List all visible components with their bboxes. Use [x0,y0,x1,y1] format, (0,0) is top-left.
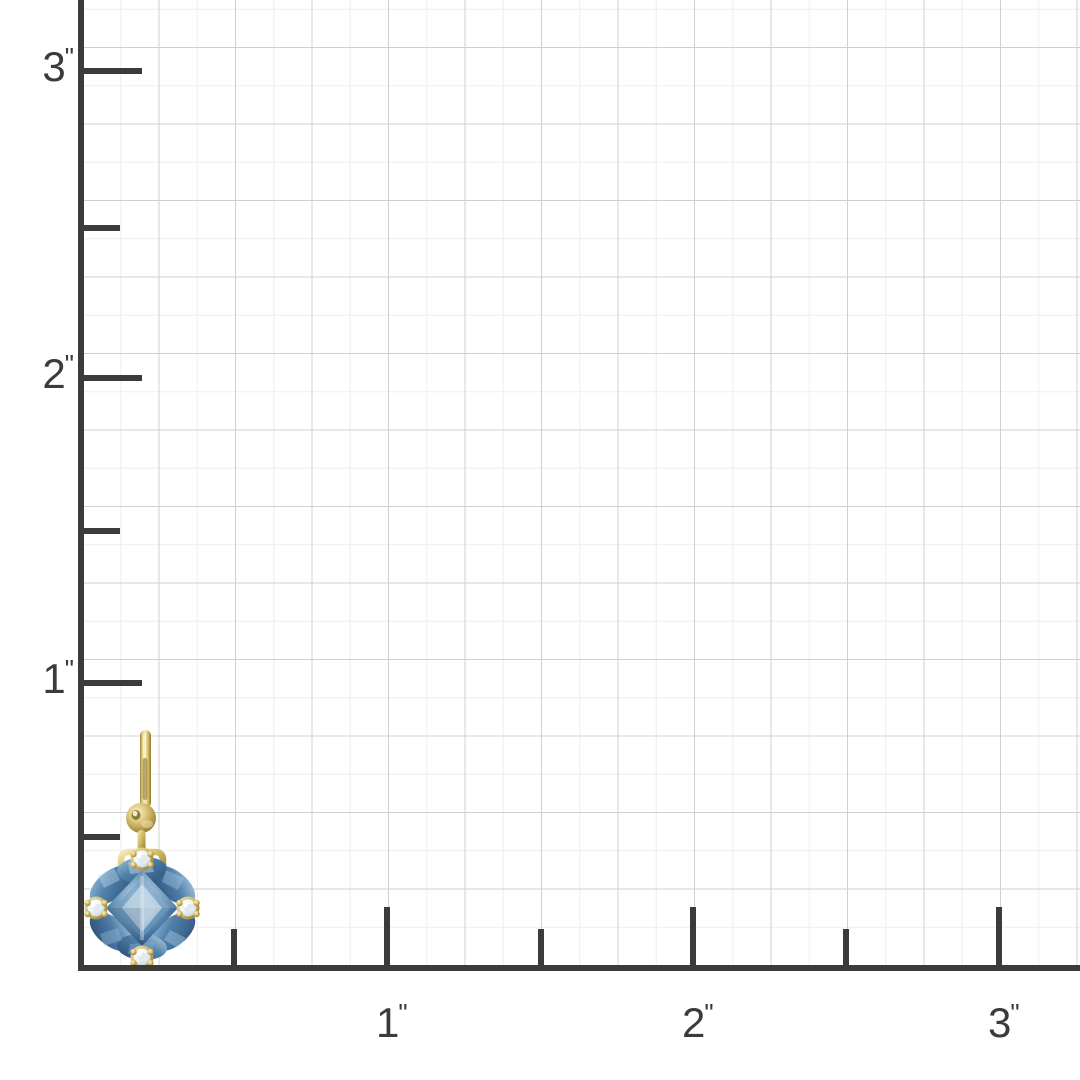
diamond-accent-left [84,896,108,920]
y-label-3in: 3" [42,42,74,90]
x-tick-3in [996,907,1002,965]
graph-paper-grid [80,0,1080,965]
y-label-2in: 2" [42,349,74,397]
vertical-ruler-axis [78,0,84,971]
horizontal-ruler-axis [78,965,1080,971]
x-tick-2in [690,907,696,965]
y-tick-2in [84,375,142,381]
x-tick-1in [384,907,390,965]
y-label-1in: 1" [42,654,74,702]
earring-hook [140,730,151,808]
x-tick-2_5in [843,929,849,965]
x-tick-1_5in [538,929,544,965]
y-tick-0_5in [84,834,120,840]
x-label-2in: 2" [682,998,714,1046]
gemstone-cluster [84,847,200,968]
y-tick-1_5in [84,528,120,534]
y-tick-3in [84,68,142,74]
x-label-3in: 3" [988,998,1020,1046]
earring-bead [126,803,156,833]
y-tick-2_5in [84,225,120,231]
y-tick-1in [84,680,142,686]
diamond-accent-bottom [130,945,154,968]
product-image-earring [78,718,218,968]
x-label-1in: 1" [376,998,408,1046]
diamond-accent-top [130,847,154,871]
x-tick-0_5in [231,929,237,965]
diamond-accent-right [176,896,200,920]
